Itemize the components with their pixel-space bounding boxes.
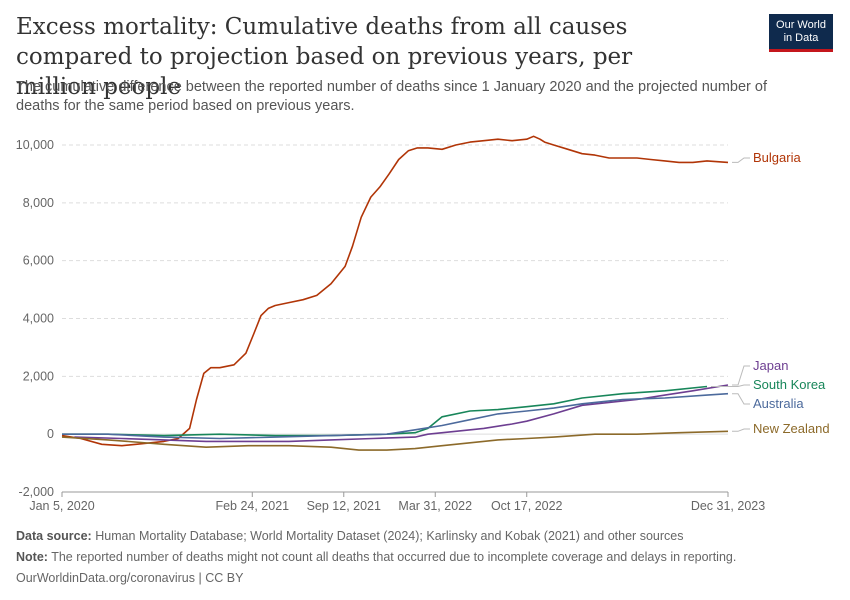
- y-tick-label: 8,000: [23, 196, 54, 210]
- series-label: Japan: [753, 358, 788, 373]
- y-tick-label: 0: [47, 427, 54, 441]
- page-title: Excess mortality: Cumulative deaths from…: [16, 14, 633, 100]
- note-label: Note:: [16, 550, 48, 564]
- footer-note: Note: The reported number of deaths migh…: [16, 549, 736, 565]
- series-label: Bulgaria: [753, 150, 801, 165]
- x-tick-label: Oct 17, 2022: [491, 499, 563, 513]
- y-tick-label: 4,000: [23, 312, 54, 326]
- series-line-japan: [74, 384, 729, 443]
- series-label-connector: [732, 365, 750, 386]
- series-label: New Zealand: [753, 421, 830, 436]
- source-text: Human Mortality Database; World Mortalit…: [95, 529, 684, 543]
- x-tick-label: Feb 24, 2021: [215, 499, 289, 513]
- series-layer: [61, 135, 729, 451]
- y-tick-label: 10,000: [16, 138, 54, 152]
- series-label-connector: [710, 384, 750, 387]
- series-line-new-zealand: [61, 430, 729, 451]
- y-tick-label: -2,000: [19, 485, 54, 499]
- source-label: Data source:: [16, 529, 92, 543]
- logo-line-1: Our World: [776, 19, 826, 31]
- owid-logo[interactable]: Our World in Data: [769, 14, 833, 52]
- series-line-south-korea: [62, 385, 708, 437]
- series-line-australia: [62, 392, 729, 440]
- x-tick-label: Sep 12, 2021: [307, 499, 381, 513]
- series-label-connector: [732, 428, 750, 432]
- x-tick-label: Dec 31, 2023: [691, 499, 765, 513]
- axis-layer: -2,000 0 2,000 4,000 6,000 8,000 10,000 Jan 5, …: [16, 138, 765, 513]
- page-subtitle: The cumulative difference between the re…: [16, 79, 767, 114]
- series-line-bulgaria: [61, 135, 729, 447]
- y-tick-label: 6,000: [23, 254, 54, 268]
- logo-line-2: in Data: [783, 32, 819, 44]
- y-tick-label: 2,000: [23, 369, 54, 383]
- footer-source: Data source: Human Mortality Database; W…: [16, 528, 683, 544]
- series-label: South Korea: [753, 377, 826, 392]
- note-text: The reported number of deaths might not …: [51, 550, 737, 564]
- series-label: Australia: [753, 396, 804, 411]
- x-tick-label: Jan 5, 2020: [29, 499, 94, 513]
- series-label-connector: [732, 393, 750, 405]
- x-tick-label: Mar 31, 2022: [398, 499, 472, 513]
- label-layer: Bulgaria Japan South Korea Australia New Zea…: [710, 150, 830, 436]
- footer-url[interactable]: OurWorldinData.org/coronavirus | CC BY: [16, 571, 244, 585]
- series-label-connector: [732, 157, 750, 163]
